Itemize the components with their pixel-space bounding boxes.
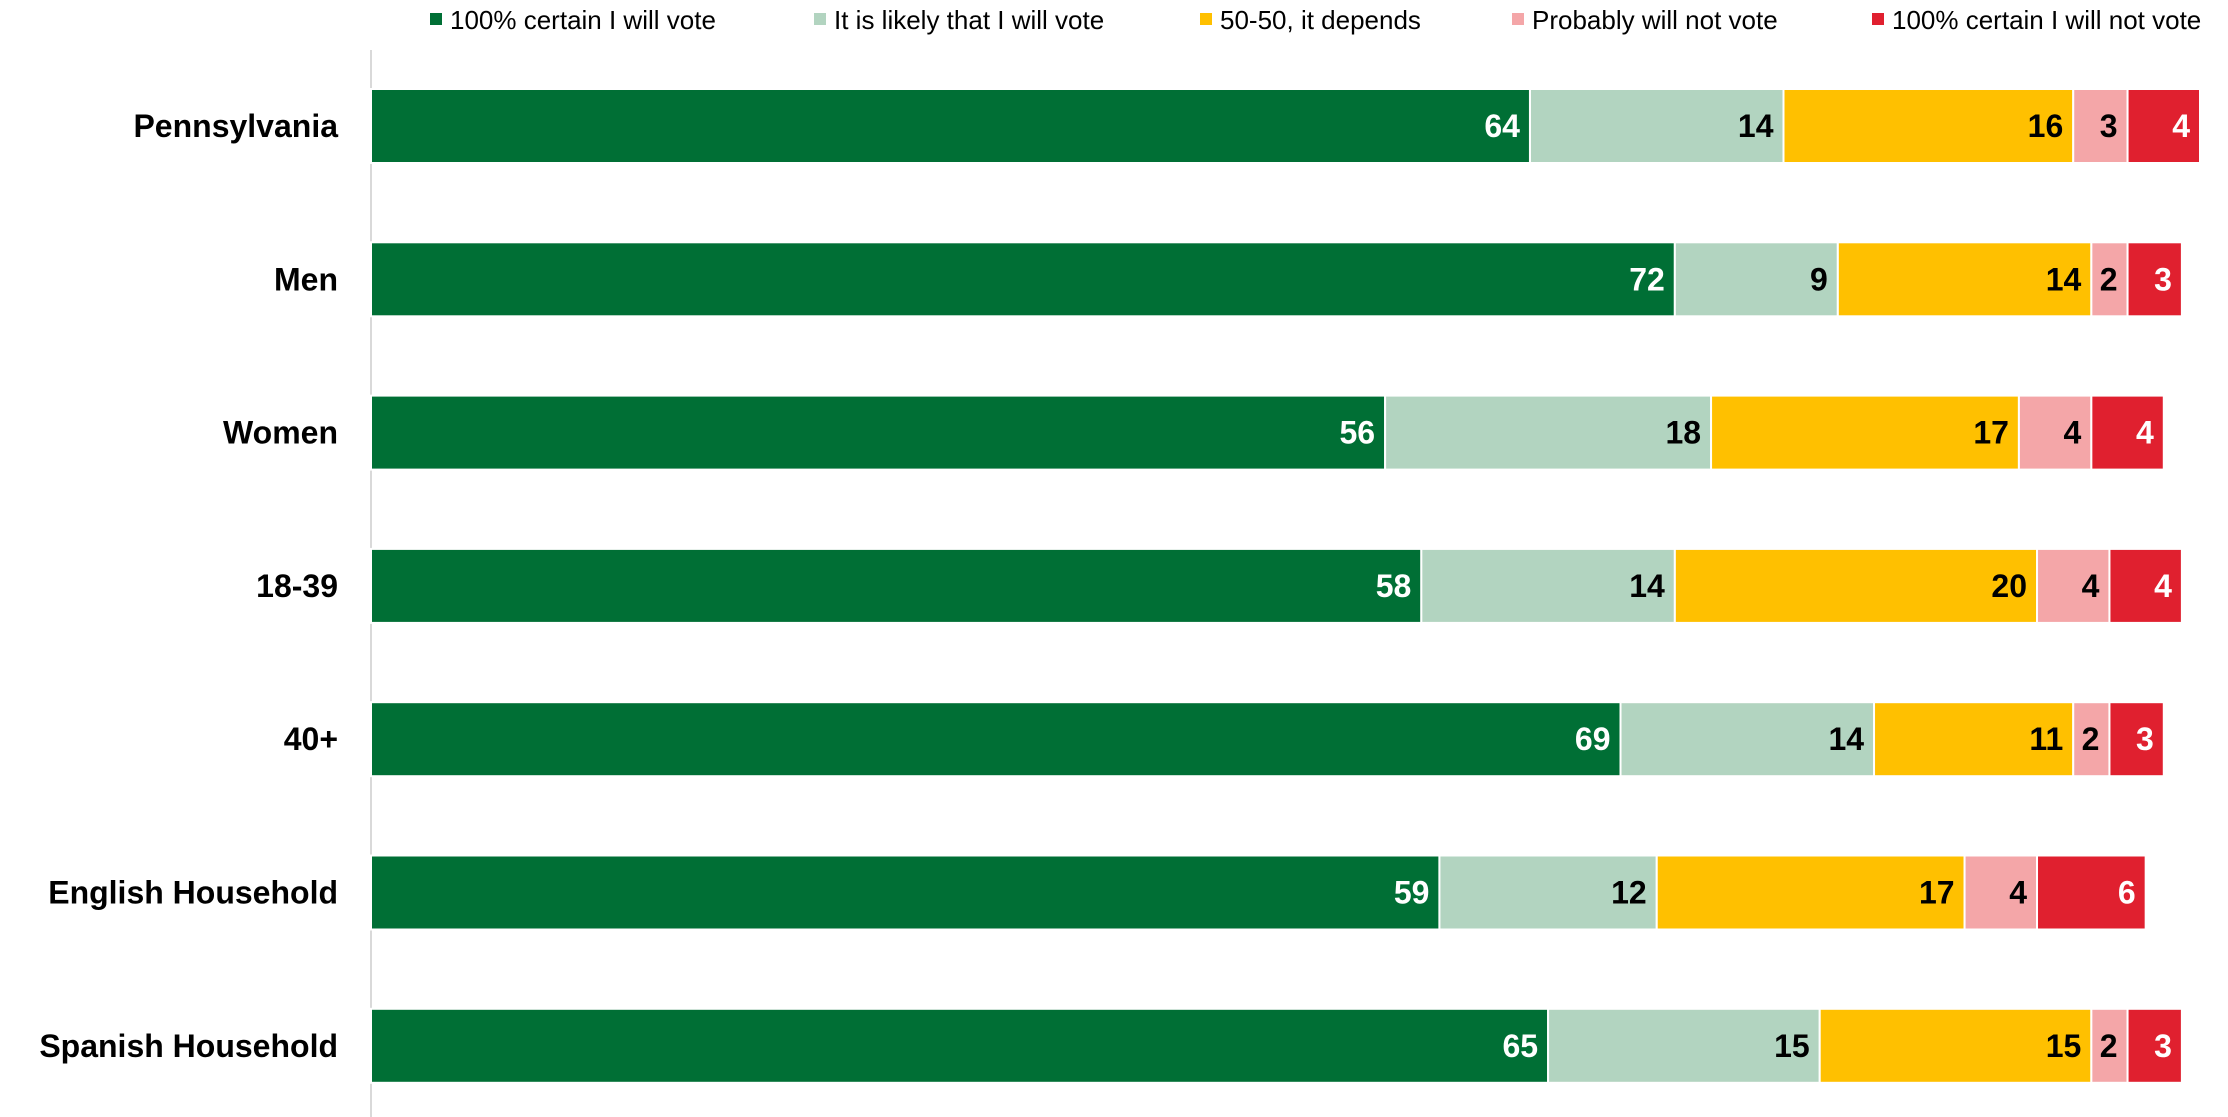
bar-pennsylvania-probably-will-not-vote (2072, 88, 2129, 164)
value-label-pennsylvania-100-certain-i-will-vote: 64 (1484, 108, 1520, 144)
category-label-men: Men (274, 261, 338, 297)
category-label-spanish-household: Spanish Household (39, 1028, 338, 1064)
value-label-spanish-household-100-certain-i-will-vote: 65 (1502, 1028, 1538, 1064)
bar-pennsylvania-100-certain-i-will-vote (370, 88, 1531, 164)
category-label-18-39: 18-39 (256, 568, 338, 604)
value-label-english-household-it-is-likely-that-i-will-vote: 12 (1611, 875, 1647, 911)
bar-men-100-certain-i-will-vote (370, 241, 1676, 318)
bar-women-100-certain-i-will-vote (370, 394, 1387, 471)
value-label-pennsylvania-probably-will-not-vote: 3 (2100, 108, 2118, 144)
bar-men-100-certain-i-will-not-vote (2126, 241, 2183, 318)
value-label-18-39-it-is-likely-that-i-will-vote: 14 (1629, 568, 1665, 604)
value-label-women-100-certain-i-will-vote: 56 (1340, 415, 1376, 451)
value-label-women-100-certain-i-will-not-vote: 4 (2136, 415, 2154, 451)
legend-swatch-50-50-it-depends (1200, 13, 1212, 25)
bar-women-it-is-likely-that-i-will-vote (1384, 394, 1713, 471)
value-label-spanish-household-50-50-it-depends: 15 (2046, 1028, 2082, 1064)
legend: 100% certain I will vote It is likely tha… (430, 5, 2201, 35)
legend-swatch-it-is-likely-that-i-will-vote (814, 13, 826, 25)
legend-label-100-certain-i-will-not-vote: 100% certain I will not vote (1892, 5, 2201, 35)
value-label-english-household-100-certain-i-will-not-vote: 6 (2118, 875, 2136, 911)
value-label-18-39-100-certain-i-will-vote: 58 (1376, 568, 1412, 604)
legend-swatch-probably-will-not-vote (1512, 13, 1524, 25)
bar-english-household-100-certain-i-will-not-vote (2036, 854, 2147, 931)
legend-label-it-is-likely-that-i-will-vote: It is likely that I will vote (834, 5, 1104, 35)
value-label-pennsylvania-100-certain-i-will-not-vote: 4 (2172, 108, 2190, 144)
bar-18-39-probably-will-not-vote (2036, 547, 2111, 624)
bar-18-39-100-certain-i-will-vote (370, 547, 1423, 624)
value-label-40-100-certain-i-will-not-vote: 3 (2136, 721, 2154, 757)
bar-40-50-50-it-depends (1873, 701, 2075, 778)
value-label-spanish-household-100-certain-i-will-not-vote: 3 (2154, 1028, 2172, 1064)
value-label-women-probably-will-not-vote: 4 (2064, 415, 2082, 451)
legend-label-50-50-it-depends: 50-50, it depends (1220, 5, 1421, 35)
bar-pennsylvania-50-50-it-depends (1782, 88, 2075, 164)
category-label-pennsylvania: Pennsylvania (133, 108, 338, 144)
value-label-pennsylvania-it-is-likely-that-i-will-vote: 14 (1738, 108, 1774, 144)
value-label-18-39-50-50-it-depends: 20 (1991, 568, 2027, 604)
value-label-english-household-50-50-it-depends: 17 (1919, 875, 1955, 911)
legend-swatch-100-certain-i-will-vote (430, 13, 442, 25)
bar-women-probably-will-not-vote (2017, 394, 2093, 471)
bar-18-39-50-50-it-depends (1673, 547, 2039, 624)
bar-40-probably-will-not-vote (2072, 701, 2111, 778)
value-label-40-it-is-likely-that-i-will-vote: 14 (1828, 721, 1864, 757)
value-label-men-100-certain-i-will-vote: 72 (1629, 261, 1665, 297)
legend-label-probably-will-not-vote: Probably will not vote (1532, 5, 1778, 35)
value-label-40-probably-will-not-vote: 2 (2082, 721, 2100, 757)
value-label-men-probably-will-not-vote: 2 (2100, 261, 2118, 297)
bar-pennsylvania-100-certain-i-will-not-vote (2126, 88, 2202, 164)
value-label-spanish-household-it-is-likely-that-i-will-vote: 15 (1774, 1028, 1810, 1064)
category-label-english-household: English Household (48, 875, 338, 911)
value-label-40-50-50-it-depends: 11 (2029, 721, 2063, 757)
value-label-men-50-50-it-depends: 14 (2046, 261, 2082, 297)
category-label-women: Women (223, 415, 338, 451)
value-label-english-household-probably-will-not-vote: 4 (2009, 875, 2027, 911)
bar-english-household-50-50-it-depends (1655, 854, 1966, 931)
bar-women-100-certain-i-will-not-vote (2090, 394, 2165, 471)
bar-spanish-household-50-50-it-depends (1818, 1007, 2093, 1084)
bar-english-household-probably-will-not-vote (1963, 854, 2039, 931)
value-label-18-39-probably-will-not-vote: 4 (2082, 568, 2100, 604)
bar-18-39-100-certain-i-will-not-vote (2108, 547, 2183, 624)
bar-spanish-household-100-certain-i-will-not-vote (2126, 1007, 2183, 1084)
value-label-40-100-certain-i-will-vote: 69 (1575, 721, 1611, 757)
value-label-18-39-100-certain-i-will-not-vote: 4 (2154, 568, 2172, 604)
bar-spanish-household-100-certain-i-will-vote (370, 1007, 1550, 1084)
value-label-men-100-certain-i-will-not-vote: 3 (2154, 261, 2172, 297)
bar-40-it-is-likely-that-i-will-vote (1619, 701, 1876, 778)
value-label-pennsylvania-50-50-it-depends: 16 (2028, 108, 2064, 144)
bar-men-50-50-it-depends (1836, 241, 2093, 318)
value-label-spanish-household-probably-will-not-vote: 2 (2100, 1028, 2118, 1064)
bar-spanish-household-it-is-likely-that-i-will-vote (1547, 1007, 1821, 1084)
legend-swatch-100-certain-i-will-not-vote (1872, 13, 1884, 25)
value-label-men-it-is-likely-that-i-will-vote: 9 (1810, 261, 1828, 297)
value-label-english-household-100-certain-i-will-vote: 59 (1394, 875, 1430, 911)
bar-english-household-it-is-likely-that-i-will-vote (1438, 854, 1658, 931)
legend-label-100-certain-i-will-vote: 100% certain I will vote (450, 5, 716, 35)
bar-40-100-certain-i-will-vote (370, 701, 1622, 778)
category-label-40: 40+ (284, 721, 338, 757)
bar-women-50-50-it-depends (1710, 394, 2020, 471)
bar-40-100-certain-i-will-not-vote (2108, 701, 2165, 778)
value-label-women-50-50-it-depends: 17 (1973, 415, 2009, 451)
category-labels: Pennsylvania Men Women 18-39 40+ English Hous… (39, 108, 338, 1064)
bar-english-household-100-certain-i-will-vote (370, 854, 1441, 931)
value-label-women-it-is-likely-that-i-will-vote: 18 (1665, 415, 1701, 451)
bars: 64 14 16 3 472 9 14 2 356 18 17 4 458 14 20 4 469 14 11 2 35… (370, 88, 2202, 1084)
